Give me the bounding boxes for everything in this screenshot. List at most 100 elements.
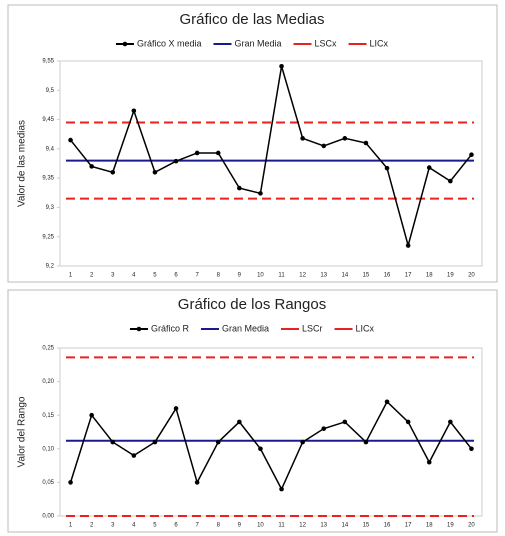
x-tick-label: 12 xyxy=(299,523,306,529)
point xyxy=(469,152,474,158)
point xyxy=(405,419,411,425)
y-tick-label: 0,20 xyxy=(42,379,54,385)
y-axis-label: Valor de las medias xyxy=(17,120,28,207)
point xyxy=(258,446,263,452)
x-tick-label: 6 xyxy=(174,523,178,529)
x-tick-label: 4 xyxy=(132,273,136,279)
x-tick-label: 20 xyxy=(468,273,475,279)
point xyxy=(131,108,137,114)
legend-label: Gran Media xyxy=(234,38,281,48)
point xyxy=(363,439,369,445)
legend-label: LSCx xyxy=(315,38,338,48)
chart-title: Gráfico de los Rangos xyxy=(178,296,326,313)
x-tick-label: 9 xyxy=(238,273,242,279)
point xyxy=(194,150,200,156)
point xyxy=(152,439,158,445)
x-tick-label: 19 xyxy=(447,523,454,529)
x-tick-label: 6 xyxy=(174,273,178,279)
plot-area xyxy=(59,60,483,267)
point xyxy=(300,136,305,141)
legend-label: Gráfico X media xyxy=(137,38,202,48)
x-tick-label: 19 xyxy=(447,273,454,279)
x-tick-label: 17 xyxy=(405,523,412,529)
point xyxy=(300,439,305,445)
point xyxy=(237,419,242,425)
y-tick-label: 9,45 xyxy=(42,117,54,123)
legend-label: LSCr xyxy=(302,323,323,333)
legend-label: LICx xyxy=(356,323,375,333)
point xyxy=(68,137,73,143)
legend: Gráfico R Gran Media LSCr LICx xyxy=(129,323,375,333)
x-tick-label: 13 xyxy=(320,523,327,529)
legend-label: Gráfico R xyxy=(151,323,190,333)
point xyxy=(173,158,179,164)
point xyxy=(405,243,411,248)
x-tick-label: 11 xyxy=(278,523,285,529)
x-tick-label: 15 xyxy=(363,523,370,529)
chart-title: Gráfico de las Medias xyxy=(179,11,324,28)
point xyxy=(110,169,116,175)
legend-label: Gran Media xyxy=(222,323,269,333)
point xyxy=(279,63,284,69)
point xyxy=(321,143,327,149)
point xyxy=(363,140,369,146)
x-tick-label: 8 xyxy=(217,273,221,279)
point xyxy=(426,165,432,170)
point xyxy=(448,178,453,184)
legend-label: LICx xyxy=(370,38,389,48)
x-tick-label: 1 xyxy=(69,273,73,279)
x-tick-label: 3 xyxy=(111,273,115,279)
point xyxy=(384,165,390,171)
y-tick-label: 9,4 xyxy=(46,146,55,152)
point xyxy=(321,426,327,431)
x-tick-label: 18 xyxy=(426,523,433,529)
point xyxy=(342,419,348,425)
x-tick-label: 10 xyxy=(257,523,264,529)
point xyxy=(194,480,200,485)
y-tick-label: 9,35 xyxy=(42,176,54,182)
legend-marker xyxy=(136,326,142,332)
x-tick-label: 12 xyxy=(299,273,306,279)
y-tick-label: 0,05 xyxy=(42,480,54,486)
point xyxy=(152,169,158,175)
y-axis-label: Valor del Rango xyxy=(17,396,28,467)
y-tick-label: 9,55 xyxy=(42,59,54,65)
y-tick-label: 9,2 xyxy=(46,264,55,270)
series-line xyxy=(69,400,473,491)
chart-frame xyxy=(7,289,498,533)
x-tick-label: 15 xyxy=(363,273,370,279)
x-tick-label: 14 xyxy=(342,273,349,279)
chart-frame xyxy=(7,4,498,283)
x-tick-label: 7 xyxy=(195,523,199,529)
x-tick-label: 5 xyxy=(153,273,157,279)
x-tick-label: 14 xyxy=(342,523,349,529)
x-tick-label: 2 xyxy=(90,523,94,529)
point xyxy=(131,453,137,458)
point xyxy=(258,191,263,196)
point xyxy=(89,164,94,169)
point xyxy=(469,446,474,452)
x-tick-label: 16 xyxy=(384,523,391,529)
point xyxy=(215,150,221,156)
y-tick-label: 0,25 xyxy=(42,346,54,352)
x-tick-label: 8 xyxy=(217,523,221,529)
x-tick-label: 4 xyxy=(132,523,136,529)
point xyxy=(173,406,179,411)
y-tick-label: 0,00 xyxy=(42,514,54,520)
x-tick-label: 7 xyxy=(195,273,199,279)
x-tick-label: 18 xyxy=(426,273,433,279)
x-tick-label: 2 xyxy=(90,273,94,279)
y-tick-label: 9,5 xyxy=(46,88,55,94)
series-line xyxy=(69,66,473,249)
plot-area xyxy=(59,347,483,517)
point xyxy=(237,185,242,191)
y-tick-label: 9,25 xyxy=(42,234,54,240)
legend: Gráfico X media Gran Media LSCx LICx xyxy=(115,38,389,48)
point xyxy=(89,412,94,418)
y-tick-label: 9,3 xyxy=(46,205,55,211)
y-tick-label: 0,10 xyxy=(42,446,54,452)
x-tick-label: 1 xyxy=(69,523,73,529)
x-tick-label: 17 xyxy=(405,273,412,279)
point xyxy=(342,136,348,141)
